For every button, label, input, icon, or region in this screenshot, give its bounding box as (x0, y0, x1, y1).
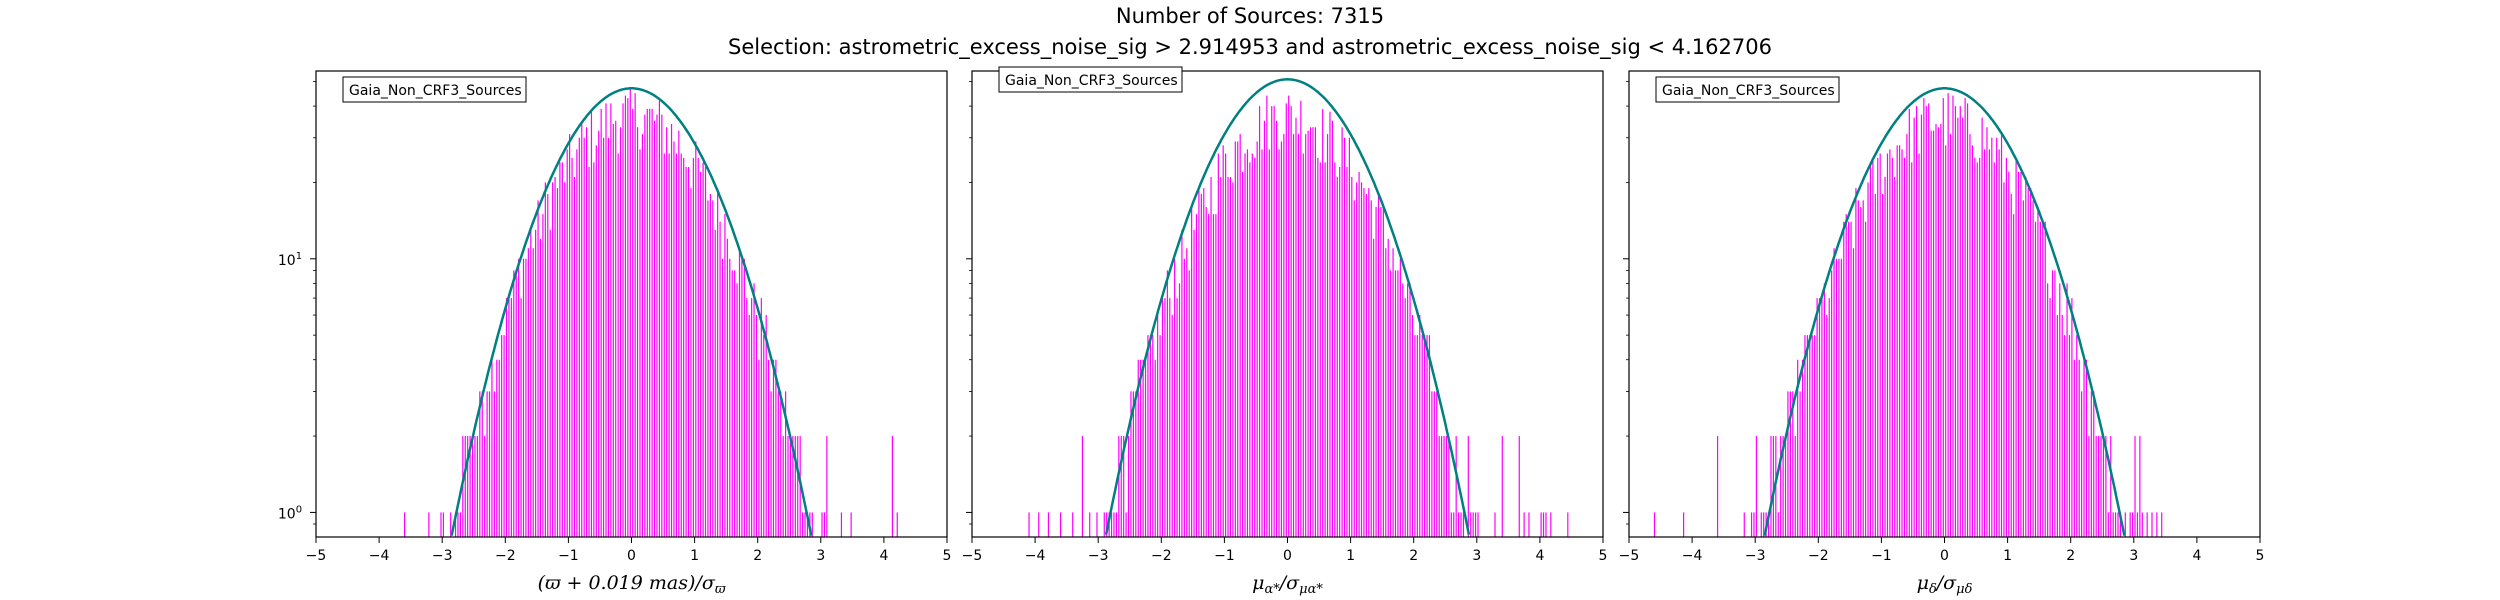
legend-box (1655, 76, 1840, 103)
x-tick-label: −1 (1871, 548, 1892, 564)
x-tick-label: 4 (2192, 548, 2201, 564)
x-axis-label: (ϖ + 0.019 mas)/σϖ (538, 572, 726, 597)
x-tick-label: 3 (1472, 548, 1481, 564)
legend: Gaia_Non_CRF3_Sources (998, 66, 1183, 93)
x-tick-label: 5 (943, 548, 952, 564)
x-tick-label: −5 (1619, 548, 1640, 564)
x-tick-label: 3 (2129, 548, 2138, 564)
legend: Gaia_Non_CRF3_Sources (342, 76, 527, 103)
axes-frame (971, 70, 1604, 538)
x-tick-label: 4 (1535, 548, 1544, 564)
chart-panel-2: −5 −4 −3 −2 −1 0 1 2 3 4 5 Gaia_Non_CRF3_Sources μα*… (962, 66, 1608, 597)
x-tick-label: 1 (2003, 548, 2012, 564)
x-tick-label: −5 (962, 548, 983, 564)
histogram-series (1653, 93, 2163, 537)
x-tick-label: 1 (1346, 548, 1355, 564)
x-tick-label: 4 (879, 548, 888, 564)
x-tick-label: 0 (627, 548, 636, 564)
legend-label: Gaia_Non_CRF3_Sources (349, 83, 522, 99)
legend-label: Gaia_Non_CRF3_Sources (1005, 73, 1178, 89)
x-tick-label: −1 (1214, 548, 1235, 564)
x-tick-label: 2 (1409, 548, 1418, 564)
x-tick-label: 1 (690, 548, 699, 564)
x-tick-label: −2 (1808, 548, 1829, 564)
gaussian-fit-curve (450, 87, 813, 536)
histogram-series (1028, 95, 1569, 537)
gaussian-fit-curve (1763, 87, 2126, 536)
x-tick-label: 2 (2066, 548, 2075, 564)
x-tick-label: 3 (816, 548, 825, 564)
x-tick-label: −1 (558, 548, 579, 564)
figure-title: Number of Sources: 7315 (1115, 4, 1385, 28)
x-tick-label: −3 (1745, 548, 1766, 564)
x-tick-label: 0 (1940, 548, 1949, 564)
legend-label: Gaia_Non_CRF3_Sources (1662, 83, 1835, 99)
x-tick-label: 0 (1283, 548, 1292, 564)
chart-panel-3: −5 −4 −3 −2 −1 0 1 2 3 4 5 Gaia_Non_CRF3_Sources μδ/… (1619, 70, 2265, 597)
gaussian-fit-curve (1104, 78, 1471, 535)
x-tick-label: −4 (1025, 548, 1046, 564)
x-tick-label: −3 (432, 548, 453, 564)
axes-frame (1628, 70, 2261, 538)
histogram-series (403, 88, 898, 537)
axes-frame (315, 70, 948, 538)
legend: Gaia_Non_CRF3_Sources (1655, 76, 1840, 103)
x-tick-label: −4 (369, 548, 390, 564)
legend-box (998, 66, 1183, 93)
y-tick-label: 101 (278, 251, 302, 269)
x-tick-label: −5 (306, 548, 327, 564)
x-tick-label: −3 (1088, 548, 1109, 564)
x-tick-label: 5 (1599, 548, 1608, 564)
figure-subtitle: Selection: astrometric_excess_noise_sig … (728, 35, 1772, 59)
legend-box (342, 76, 527, 103)
chart-panel-1: −5 −4 −3 −2 −1 0 1 2 3 4 5 100 101 Gaia_Non_CRF3_Sour… (278, 70, 952, 597)
x-axis-label: μδ/σμδ (1917, 572, 1973, 597)
x-tick-label: −2 (495, 548, 516, 564)
y-tick-label: 100 (278, 504, 302, 522)
x-axis-label: μα*/σμα* (1252, 572, 1323, 597)
x-tick-label: −4 (1682, 548, 1703, 564)
x-tick-label: 5 (2256, 548, 2265, 564)
x-tick-label: 2 (753, 548, 762, 564)
x-tick-label: −2 (1151, 548, 1172, 564)
